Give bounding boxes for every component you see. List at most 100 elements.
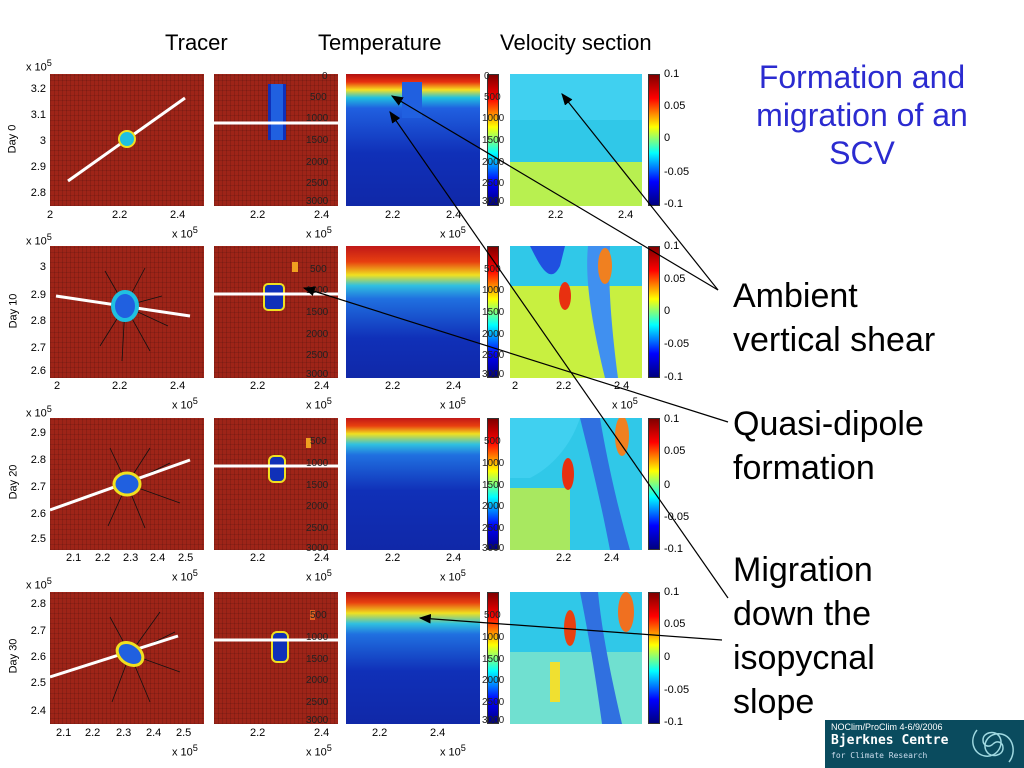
depth-tick: 3000: [482, 369, 505, 380]
depth-tick: 1500: [482, 307, 505, 318]
depth-tick: 2000: [482, 329, 505, 340]
velocity-colorbar-day30: [648, 592, 660, 724]
annotation-migration-line-3: isopycnal: [733, 639, 875, 677]
colorbar-tick: -0.1: [664, 371, 683, 383]
exponent-label: x 105: [306, 568, 332, 584]
depth-tick: 1000: [306, 113, 329, 124]
annotation-dipole-line-1: Quasi-dipole: [733, 405, 924, 443]
temperature-colorbar-day0: [487, 74, 499, 206]
title-line-3: SCV: [829, 135, 895, 171]
depth-tick: 2500: [306, 350, 329, 361]
ytick: 2.9: [30, 427, 46, 439]
depth-tick: 3000: [482, 715, 505, 726]
exponent-label: x 105: [306, 396, 332, 412]
xtick: 2.2: [385, 380, 401, 392]
xtick: 2: [54, 380, 61, 392]
ytick: 2.4: [30, 705, 46, 717]
colorbar-tick: 0.1: [664, 240, 680, 252]
depth-tick: 500: [484, 264, 501, 275]
colorbar-tick: -0.1: [664, 543, 683, 555]
xtick: 2.2: [250, 380, 266, 392]
ytick: 2.6: [30, 508, 46, 520]
exponent-label: x 105: [440, 396, 466, 412]
annotation-migration: Migration down the isopycnal slope: [733, 548, 875, 724]
annotation-migration-line-1: Migration: [733, 551, 873, 589]
xtick: 2.4: [446, 209, 462, 221]
tracer-section-day0: [214, 74, 338, 206]
spiral-logo-icon: [972, 729, 1014, 763]
depth-tick: 1000: [482, 632, 505, 643]
ytick: 2.7: [30, 481, 46, 493]
depth-tick: 2000: [482, 675, 505, 686]
ytick: 2.7: [30, 625, 46, 637]
arrow-migration-top: [389, 111, 729, 599]
tracer-map-day10-overlay: [55, 267, 191, 362]
tracer-map-day0: [50, 74, 204, 206]
temperature-section-day30: [346, 592, 480, 724]
velocity-section-day0: [510, 74, 642, 206]
depth-tick: 3000: [306, 543, 329, 554]
ytick: 2.7: [30, 342, 46, 354]
depth-tick: 1500: [306, 135, 329, 146]
org-name: Bjerknes Centre: [831, 733, 949, 748]
xtick: 2.2: [385, 209, 401, 221]
velocity-section-day10: [510, 246, 642, 378]
exponent-label: x 105: [26, 576, 52, 592]
colorbar-tick: 0.05: [664, 618, 686, 630]
tracer-map-day20: [50, 418, 204, 550]
depth-tick: 2500: [482, 523, 505, 534]
depth-tick: 1000: [482, 113, 505, 124]
ytick: 3: [39, 261, 46, 273]
depth-tick: 1000: [306, 632, 329, 643]
tracer-map-day30-overlay: [50, 611, 181, 703]
colorbar-tick: -0.05: [664, 511, 690, 523]
temperature-section-day20: [346, 418, 480, 550]
exponent-label: x 105: [440, 743, 466, 759]
tracer-section-day20: [214, 418, 338, 550]
depth-tick: 1500: [306, 654, 329, 665]
tracer-section-day20-overlay: [214, 438, 338, 483]
column-title-velocity: Velocity section: [500, 30, 652, 55]
exponent-label: x 105: [26, 58, 52, 74]
xtick: 2.2: [112, 380, 128, 392]
xtick: 2.2: [112, 209, 128, 221]
depth-tick: 2000: [482, 157, 505, 168]
depth-tick: 3000: [482, 196, 505, 207]
tracer-map-day10: [50, 246, 204, 378]
temperature-section-day0-overlay: [402, 82, 422, 118]
column-title-tracer: Tracer: [165, 30, 228, 55]
depth-tick: 1000: [306, 458, 329, 469]
xtick: 2.1: [56, 727, 72, 739]
exponent-label: x 105: [26, 404, 52, 420]
depth-tick: 0: [322, 71, 328, 82]
xtick: 2.5: [176, 727, 192, 739]
meeting-label: NOClim/ProClim 4-6/9/2006: [831, 722, 943, 732]
exponent-label: x 105: [306, 743, 332, 759]
depth-tick: 1500: [482, 480, 505, 491]
depth-tick: 500: [484, 610, 501, 621]
annotation-shear: Ambient vertical shear: [733, 274, 935, 362]
xtick: 2.4: [618, 209, 634, 221]
xtick: 2.2: [85, 727, 101, 739]
org-subtitle: for Climate Research: [831, 751, 928, 760]
xtick: 2.4: [430, 727, 446, 739]
depth-tick: 500: [484, 436, 501, 447]
temperature-colorbar-day30: [487, 592, 499, 724]
depth-tick: 1500: [482, 654, 505, 665]
xtick: 2.2: [95, 552, 111, 564]
xtick: 2.4: [614, 380, 630, 392]
depth-tick: 1000: [306, 285, 329, 296]
xtick: 2.2: [385, 552, 401, 564]
ytick: 2.5: [30, 677, 46, 689]
velocity-section-day10-overlay: [510, 246, 642, 378]
xtick: 2.2: [548, 209, 564, 221]
tracer-section-day10-overlay: [214, 262, 338, 311]
exponent-label: x 105: [172, 568, 198, 584]
velocity-section-day20-overlay: [510, 418, 630, 550]
velocity-section-day0-overlay: [510, 74, 642, 206]
colorbar-tick: 0.1: [664, 586, 680, 598]
xtick: 2.4: [446, 552, 462, 564]
xtick: 2.4: [170, 209, 186, 221]
ytick: 2.6: [30, 365, 46, 377]
